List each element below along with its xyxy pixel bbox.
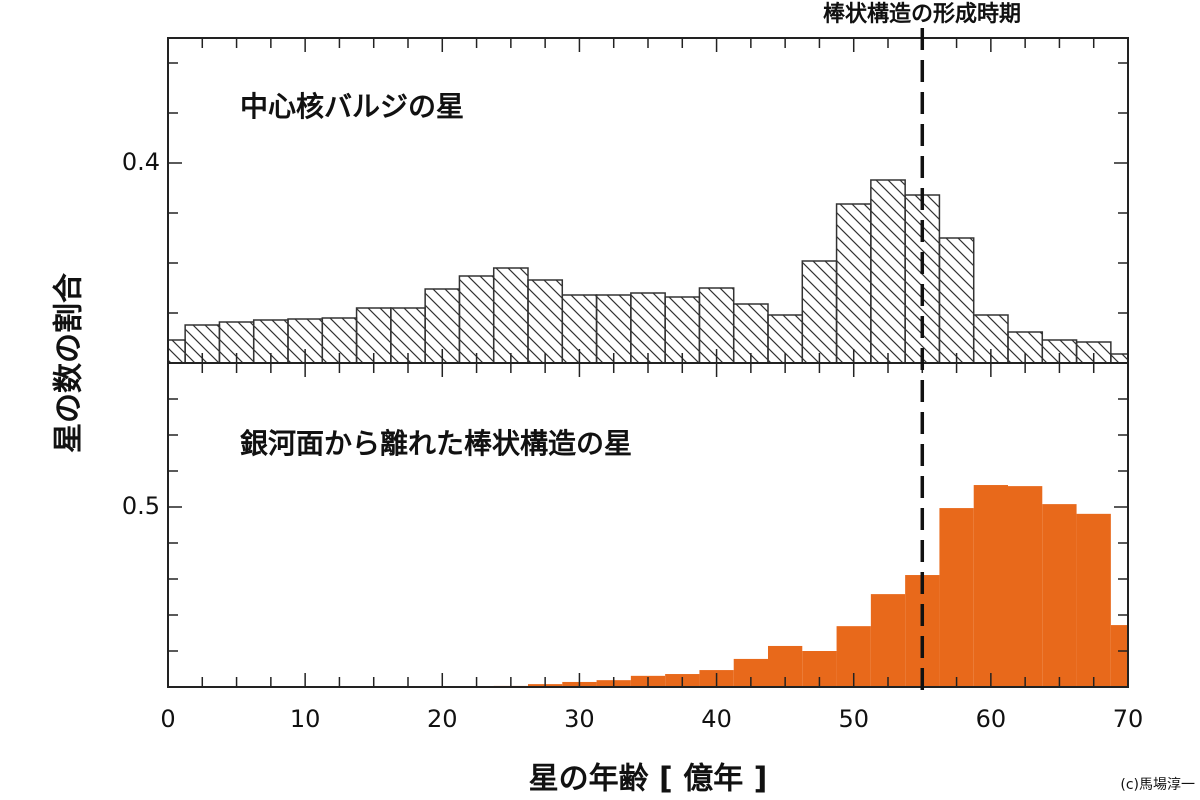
panel-title: 中心核バルジの星 [240, 90, 464, 123]
bar [458, 275, 495, 363]
bar [595, 294, 632, 363]
panel-title: 銀河面から離れた棒状構造の星 [240, 427, 632, 460]
bar [870, 179, 906, 363]
y-tick-label: 0.4 [122, 148, 160, 176]
bar [1042, 504, 1077, 687]
x-tick-label: 60 [976, 705, 1007, 733]
x-tick-label: 50 [838, 705, 869, 733]
x-tick-label: 30 [564, 705, 595, 733]
x-tick-label: 10 [290, 705, 321, 733]
bars [493, 485, 1128, 687]
x-tick-label: 20 [427, 705, 458, 733]
x-axis-label: 星の年齢 [ 億年 ] [529, 762, 768, 797]
y-axis-label: 星の数の割合 [52, 273, 87, 453]
annotation: 棒状構造の形成時期 [823, 1, 1021, 27]
bar [527, 279, 564, 363]
bar [492, 267, 529, 363]
bars [168, 179, 1128, 363]
bar [939, 508, 974, 687]
bar [664, 296, 701, 363]
bar [1110, 353, 1128, 363]
bar [835, 203, 872, 363]
credit: (c)馬場淳一 [1120, 776, 1195, 793]
bar [1075, 341, 1112, 363]
x-tick-label: 40 [701, 705, 732, 733]
bar [938, 237, 975, 363]
bar [1076, 513, 1111, 687]
y-tick-label: 0.5 [122, 492, 160, 520]
bar [801, 260, 838, 363]
x-tick-label: 0 [160, 705, 175, 733]
bar [973, 485, 1008, 687]
bar [1110, 625, 1128, 687]
bar [1008, 486, 1043, 687]
bar [870, 594, 906, 687]
x-tick-label: 70 [1113, 705, 1144, 733]
bar [630, 292, 666, 363]
